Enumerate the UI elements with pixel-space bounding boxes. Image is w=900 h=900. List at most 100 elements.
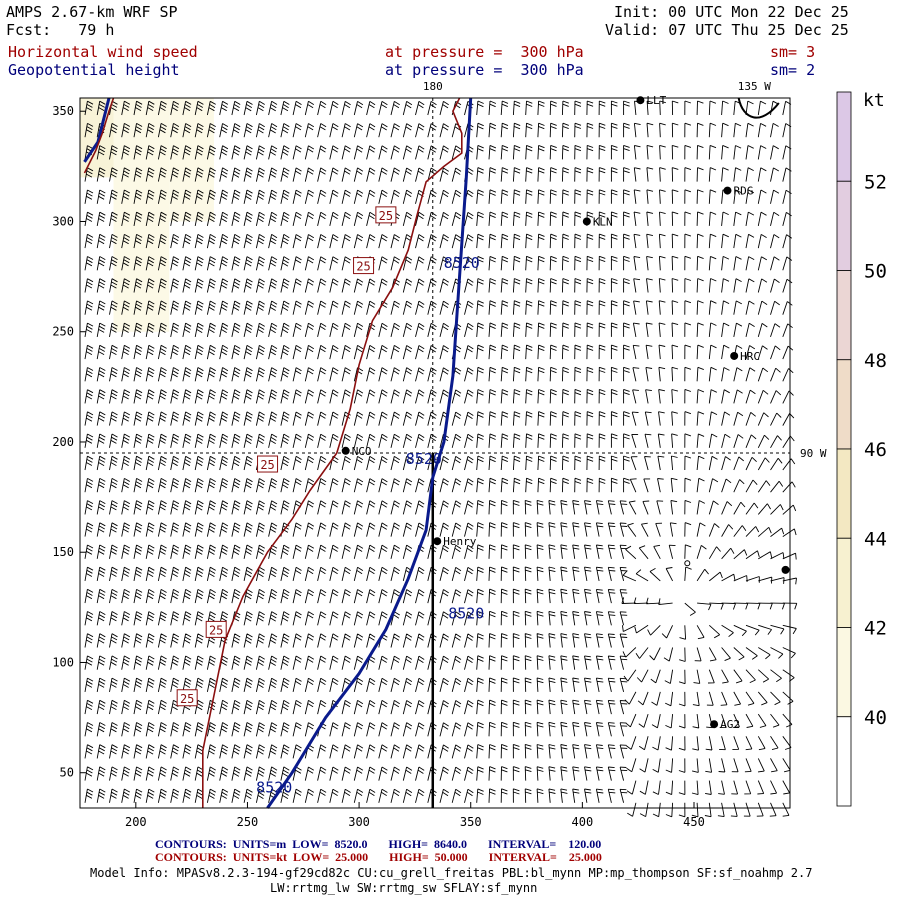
wind-barb	[488, 144, 497, 160]
wind-barb	[476, 610, 484, 626]
wind-barb	[402, 167, 413, 182]
wind-barb	[109, 389, 118, 404]
wind-barb	[708, 389, 717, 404]
wind-barb	[145, 322, 155, 337]
station-label: RDG	[733, 185, 753, 198]
wind-barb	[280, 722, 290, 737]
wind-barb	[255, 389, 265, 404]
wind-barb	[500, 100, 509, 116]
wind-barb	[292, 300, 302, 315]
wind-barb	[745, 736, 753, 751]
wind-barb	[537, 255, 545, 271]
wind-barb	[378, 433, 388, 448]
wind-barb	[536, 610, 544, 626]
wind-barb	[745, 526, 760, 537]
wind-barb	[133, 699, 143, 715]
wind-barb	[157, 278, 167, 293]
wind-barb	[525, 411, 533, 426]
wind-barb	[317, 322, 327, 337]
wind-barb	[329, 433, 339, 448]
wind-barb	[619, 677, 628, 693]
wind-barb	[415, 300, 425, 315]
wind-barb	[304, 500, 315, 515]
wind-barb	[745, 367, 756, 382]
wind-barb	[536, 766, 544, 781]
wind-barb	[121, 278, 131, 293]
wind-barb	[378, 278, 388, 293]
wind-barb	[623, 211, 630, 226]
wind-barb	[733, 167, 742, 182]
wind-barb	[782, 669, 795, 682]
wind-barb	[329, 256, 339, 271]
wind-barb	[280, 700, 290, 715]
wind-barb	[646, 255, 653, 271]
wind-barb	[610, 167, 618, 182]
wind-barb	[390, 101, 400, 116]
wind-barb	[255, 522, 265, 537]
wind-barb	[745, 122, 754, 138]
wind-barb	[121, 123, 131, 138]
wind-barb	[451, 744, 462, 759]
wind-barb	[366, 211, 376, 227]
wind-barb	[145, 500, 155, 515]
station-label: Henry	[443, 535, 476, 548]
wind-barb	[243, 522, 253, 537]
wind-barb	[696, 189, 704, 204]
wind-barb	[598, 122, 606, 138]
wind-barb	[451, 611, 462, 626]
wind-barb	[402, 722, 413, 737]
wind-barb	[696, 344, 704, 360]
colorbar-segment	[836, 627, 852, 718]
wind-barb	[488, 610, 496, 626]
wind-barb	[512, 633, 520, 648]
wind-barb	[678, 780, 686, 796]
wind-barb	[646, 233, 653, 249]
wind-barb	[548, 522, 556, 537]
wind-barb	[525, 189, 533, 204]
wind-barb	[121, 411, 131, 426]
wind-barb	[415, 256, 425, 271]
wind-barb	[671, 411, 678, 426]
wind-barb	[194, 189, 204, 204]
wind-barb	[572, 721, 580, 737]
wind-barb	[317, 611, 327, 626]
wind-barb	[219, 744, 229, 759]
wind-barb	[133, 766, 143, 781]
wind-barb	[194, 344, 204, 360]
wind-barb	[415, 766, 425, 781]
wind-barb	[525, 144, 533, 160]
wind-barb	[598, 300, 606, 315]
wind-barb	[206, 566, 216, 581]
y-tick-label: 350	[52, 104, 74, 118]
wind-barb	[488, 699, 496, 715]
wind-barb	[304, 411, 315, 426]
wind-barb	[378, 145, 388, 160]
wind-barb	[280, 145, 290, 160]
wind-barb	[378, 500, 388, 515]
wind-barb	[500, 366, 509, 382]
wind-barb	[415, 411, 425, 426]
wind-barb	[268, 566, 278, 581]
wind-barb	[464, 788, 474, 803]
wind-barb	[219, 500, 229, 515]
wind-barb	[231, 167, 241, 182]
wind-barb	[329, 300, 339, 315]
wind-barb	[619, 589, 628, 604]
wind-barb	[317, 345, 327, 360]
wind-barb	[476, 655, 484, 670]
wind-barb	[488, 455, 497, 471]
wind-barb	[574, 477, 582, 493]
station-marker	[582, 217, 591, 226]
wind-barb	[586, 300, 594, 315]
wind-barb	[317, 145, 327, 160]
wind-barb	[390, 500, 400, 515]
wind-barb	[268, 611, 278, 626]
wind-barb	[770, 504, 784, 515]
wind-barb	[317, 478, 327, 493]
wind-barb	[721, 501, 733, 515]
wind-barb	[121, 566, 131, 581]
wind-barb	[633, 167, 641, 182]
wind-barb	[623, 278, 630, 293]
wind-barb	[757, 278, 768, 293]
speed-label-box	[257, 455, 279, 473]
